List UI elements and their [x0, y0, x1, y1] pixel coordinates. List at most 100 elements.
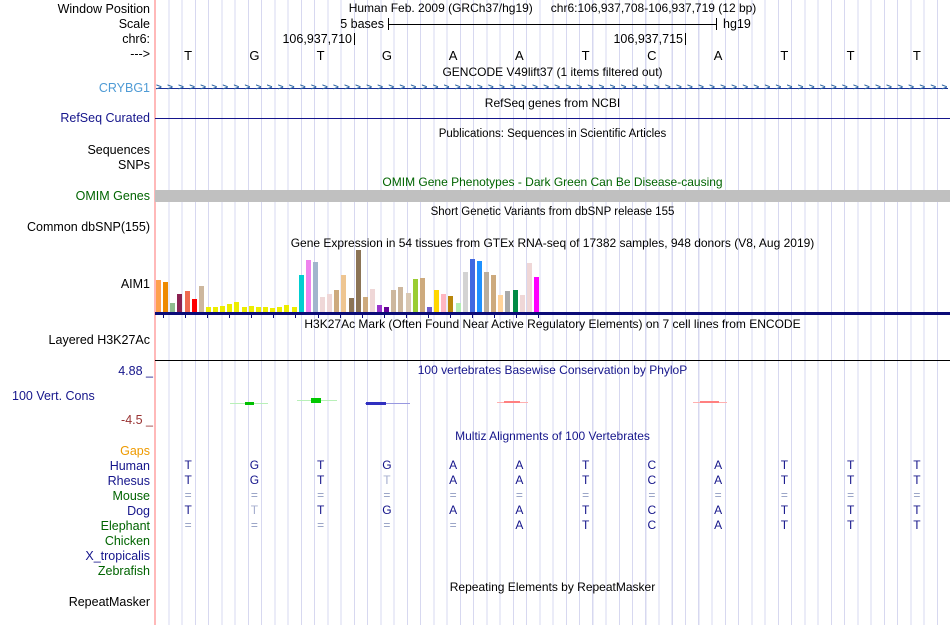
alignment-base: A [714, 518, 723, 532]
gtex-tissue-bar [334, 290, 340, 312]
gtex-tissue-bar [170, 303, 176, 312]
right-arrow-icon: > [731, 82, 738, 93]
multiz-track-title: Multiz Alignments of 100 Vertebrates [455, 429, 650, 443]
crybg1-gene-line[interactable] [156, 88, 948, 89]
gtex-tick [405, 315, 407, 318]
right-arrow-icon: > [266, 82, 273, 93]
gtex-expression-barchart[interactable] [155, 250, 950, 312]
alignment-base: T [316, 458, 325, 472]
layered-h3k27ac-label[interactable]: Layered H3K27Ac [48, 333, 150, 347]
repeatmasker-label[interactable]: RepeatMasker [68, 595, 150, 609]
right-arrow-icon: > [189, 82, 196, 93]
alignment-base: = [250, 488, 258, 502]
alignment-base: T [581, 458, 590, 472]
alignment-base: T [846, 503, 855, 517]
right-arrow-icon: > [565, 82, 572, 93]
gtex-tissue-bar [255, 307, 261, 312]
alignment-base: = [847, 488, 855, 502]
alignment-base: T [780, 503, 789, 517]
gtex-tissue-bar [469, 259, 475, 312]
gtex-tissue-ticks [155, 315, 950, 318]
species-label-zebrafish[interactable]: Zebrafish [97, 564, 150, 578]
alignment-base: T [184, 503, 192, 517]
alignment-base: A [515, 518, 524, 532]
alignment-base: A [515, 473, 524, 487]
alignment-base: = [582, 488, 590, 502]
alignment-base: T [316, 503, 325, 517]
species-label-gaps[interactable]: Gaps [120, 444, 150, 458]
gtex-tissue-bar [320, 297, 326, 312]
refseq-gene-line[interactable] [155, 118, 950, 119]
alignment-base: = [250, 518, 258, 532]
alignment-base: C [647, 473, 657, 487]
species-label-dog[interactable]: Dog [127, 504, 150, 518]
conservation-label[interactable]: 100 Vert. Cons [12, 389, 95, 403]
window-position-label: Window Position [57, 2, 150, 16]
sequences-label[interactable]: Sequences [87, 143, 150, 157]
common-dbsnp-label[interactable]: Common dbSNP(155) [27, 220, 150, 234]
gtex-gene-label[interactable]: AIM1 [120, 277, 150, 291]
gene-label-crybg1[interactable]: CRYBG1 [98, 81, 150, 95]
gencode-track-title: GENCODE V49lift37 (1 items filtered out) [442, 65, 663, 79]
chrom-label: chr6: [122, 32, 150, 46]
refseq-curated-label[interactable]: RefSeq Curated [60, 111, 150, 125]
species-label-mouse[interactable]: Mouse [112, 489, 150, 503]
right-arrow-icon: > [476, 82, 483, 93]
gtex-tissue-bar [348, 298, 354, 312]
gtex-tissue-bar [205, 307, 211, 312]
gtex-tick [361, 315, 363, 318]
gtex-tick [317, 315, 319, 318]
scale-bar-left-tick [388, 18, 389, 30]
refseq-track-title: RefSeq genes from NCBI [484, 96, 621, 110]
alignment-base: C [647, 458, 657, 472]
omim-genes-label[interactable]: OMIM Genes [75, 189, 150, 203]
base-letter: T [780, 48, 789, 63]
gtex-tissue-bar [270, 308, 276, 312]
conservation-mark-peak [245, 402, 254, 405]
alignment-base: T [913, 518, 921, 532]
scale-value: 5 bases [340, 17, 384, 31]
base-letter: A [515, 48, 524, 63]
alignment-base: A [714, 473, 723, 487]
gtex-tissue-bar [177, 294, 183, 312]
right-arrow-icon: > [167, 82, 173, 93]
conservation-track-title: 100 vertebrates Basewise Conservation by… [417, 363, 688, 377]
alignment-base: A [714, 503, 723, 517]
alignment-base: T [316, 473, 325, 487]
omim-gene-bar[interactable] [155, 190, 950, 202]
species-label-chicken[interactable]: Chicken [104, 534, 150, 548]
species-label-human[interactable]: Human [109, 459, 150, 473]
alignment-base: T [250, 503, 259, 517]
right-arrow-icon: > [532, 82, 538, 93]
gtex-tissue-bar [491, 275, 497, 312]
gtex-track-title: Gene Expression in 54 tissues from GTEx … [290, 236, 815, 250]
gtex-tissue-bar [191, 299, 197, 312]
right-arrow-icon: > [487, 82, 494, 93]
right-arrow-icon: > [819, 82, 826, 93]
right-arrow-icon: > [200, 82, 207, 93]
gtex-tissue-bar [156, 280, 161, 312]
gtex-tick [229, 315, 231, 318]
range-title: chr6:106,937,708-106,937,719 (12 bp) [550, 1, 757, 15]
alignment-base: = [913, 488, 921, 502]
alignment-base: T [581, 473, 590, 487]
gtex-tissue-bar [369, 289, 375, 312]
right-arrow-icon: > [709, 82, 715, 93]
snps-label[interactable]: SNPs [118, 158, 150, 172]
gtex-tissue-bar [398, 287, 404, 312]
gtex-tissue-bar [448, 296, 454, 312]
right-arrow-icon: > [366, 82, 373, 93]
right-arrow-icon: > [687, 82, 693, 93]
species-label-elephant[interactable]: Elephant [100, 519, 150, 533]
gtex-tissue-bar [284, 305, 290, 312]
alignment-base: G [249, 473, 260, 487]
right-arrow-icon: > [930, 82, 937, 93]
species-label-rhesus[interactable]: Rhesus [107, 474, 150, 488]
genome-label: hg19 [723, 17, 751, 31]
species-label-x_tropicalis[interactable]: X_tropicalis [85, 549, 150, 563]
right-arrow-icon: > [675, 82, 682, 93]
gtex-tissue-bar [377, 305, 383, 312]
position-title: Human Feb. 2009 (GRCh37/hg19) chr6:106,9… [155, 2, 950, 15]
right-arrow-icon: > [156, 82, 162, 93]
